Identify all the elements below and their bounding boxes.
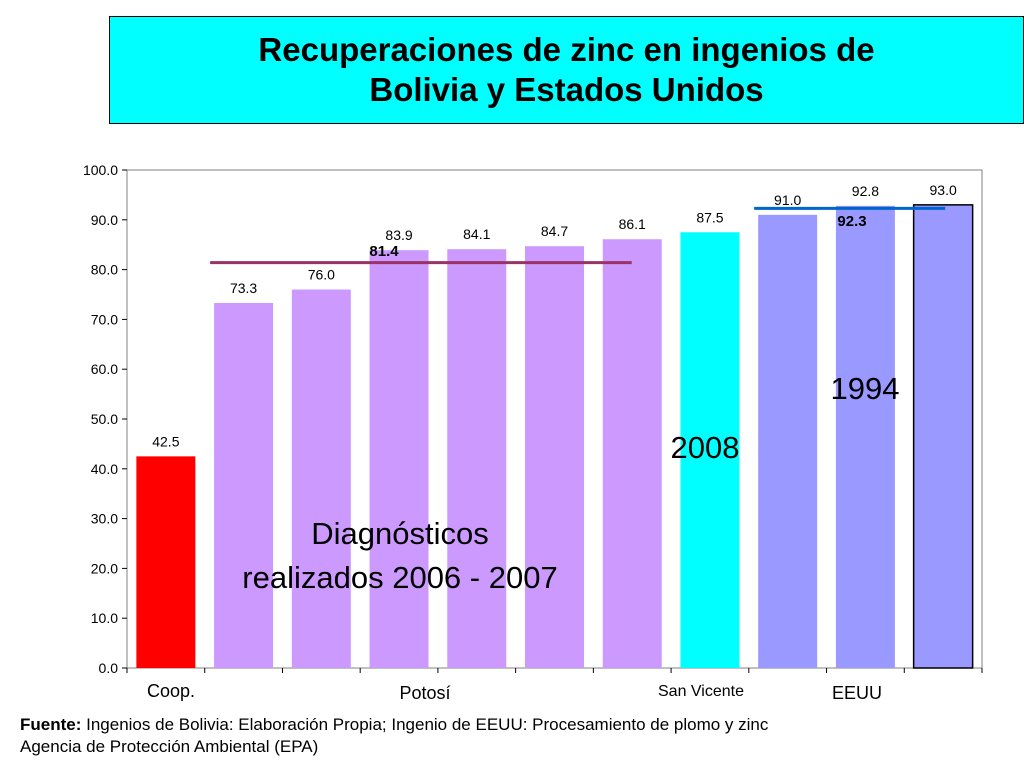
y-tick-label: 0.0 bbox=[99, 660, 119, 676]
bar bbox=[447, 249, 507, 668]
y-tick-label: 20.0 bbox=[91, 560, 118, 576]
y-tick-label: 70.0 bbox=[91, 311, 118, 327]
bar-value-label: 84.1 bbox=[463, 226, 490, 242]
y-tick-label: 90.0 bbox=[91, 212, 118, 228]
y-tick-label: 80.0 bbox=[91, 262, 118, 278]
bar bbox=[912, 204, 974, 669]
annotation-diagnosticos: Diagnósticos bbox=[311, 516, 488, 551]
y-tick-label: 100.0 bbox=[83, 162, 118, 178]
bar bbox=[835, 205, 895, 668]
y-tick-label: 30.0 bbox=[91, 511, 118, 527]
chart-title-line-1: Recuperaciones de zinc en ingenios de bbox=[258, 31, 875, 68]
y-tick-label: 10.0 bbox=[91, 610, 118, 626]
bar bbox=[214, 302, 274, 668]
source-label: Fuente: bbox=[20, 715, 82, 734]
bar bbox=[291, 289, 351, 668]
bar-value-label: 92.8 bbox=[852, 183, 879, 199]
y-tick-label: 50.0 bbox=[91, 411, 118, 427]
bar-value-label: 73.3 bbox=[230, 280, 257, 296]
bar-value-label: 93.0 bbox=[930, 182, 957, 198]
annotation-2008: 2008 bbox=[671, 430, 740, 465]
y-tick-label: 60.0 bbox=[91, 361, 118, 377]
chart-title-line-2: Bolivia y Estados Unidos bbox=[369, 71, 764, 108]
source-text-line-2: Agencia de Protección Ambiental (EPA) bbox=[20, 737, 319, 756]
bar bbox=[680, 232, 740, 668]
bar-value-label: 86.1 bbox=[619, 216, 646, 232]
annotation-realizados: realizados 2006 - 2007 bbox=[242, 560, 557, 595]
group-label: Potosí bbox=[399, 683, 450, 703]
average-label: 92.3 bbox=[837, 213, 866, 230]
bar bbox=[525, 246, 584, 668]
group-label: San Vicente bbox=[658, 683, 744, 700]
bar bbox=[602, 239, 662, 669]
title-box: Recuperaciones de zinc en ingenios de Bo… bbox=[109, 16, 1024, 124]
group-label: EEUU bbox=[832, 683, 882, 703]
bar-value-label: 91.0 bbox=[774, 192, 801, 208]
bar bbox=[758, 214, 818, 668]
average-label: 81.4 bbox=[369, 243, 399, 260]
bar-value-label: 87.5 bbox=[696, 209, 723, 225]
y-tick-label: 40.0 bbox=[91, 461, 118, 477]
bar-value-label: 84.7 bbox=[541, 223, 568, 239]
bar bbox=[369, 250, 429, 669]
bar-chart: 0.0 10.0 20.0 30.0 40.0 50.0 60.0 70.0 80.0 90.0 1… bbox=[83, 162, 983, 703]
group-label: Coop. bbox=[147, 681, 195, 701]
bar bbox=[136, 456, 196, 668]
bar-value-label: 42.5 bbox=[152, 433, 179, 449]
annotation-1994: 1994 bbox=[831, 371, 900, 406]
source-note: Fuente: Ingenios de Bolivia: Elaboración… bbox=[20, 714, 1010, 758]
bar-value-label: 83.9 bbox=[385, 227, 412, 243]
source-text-line-1: Ingenios de Bolivia: Elaboración Propia;… bbox=[81, 715, 769, 734]
bar-value-label: 76.0 bbox=[308, 267, 335, 283]
